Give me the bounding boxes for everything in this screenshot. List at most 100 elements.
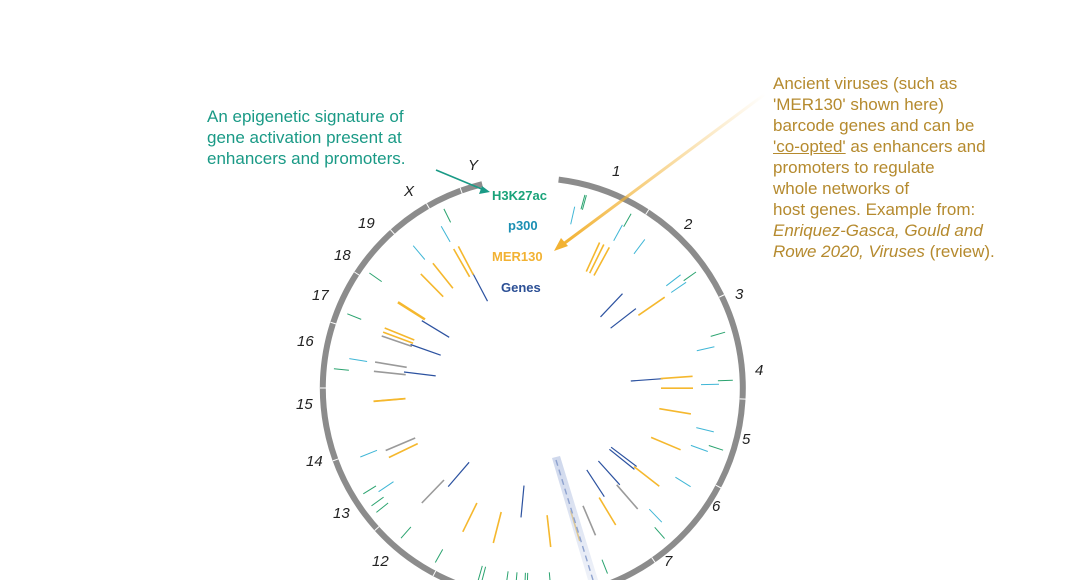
mer130-tick bbox=[373, 370, 406, 376]
chromosome-separator bbox=[330, 321, 337, 325]
chr-label-5: 5 bbox=[742, 431, 751, 448]
virus-annotation: Ancient viruses (such as 'MER130' shown … bbox=[773, 73, 1063, 262]
chromosome-ring-arc bbox=[319, 176, 746, 580]
h3k27ac-tick bbox=[477, 565, 483, 580]
chr-label-7: 7 bbox=[664, 553, 673, 570]
chr-label-4: 4 bbox=[755, 362, 763, 379]
chr-label-2: 2 bbox=[683, 216, 693, 233]
mer130-tick bbox=[633, 465, 660, 487]
epigenetic-annotation: An epigenetic signature of gene activati… bbox=[207, 106, 467, 169]
annotation-line: enhancers and promoters. bbox=[207, 149, 406, 168]
p300-tick bbox=[349, 358, 368, 362]
h3k27ac-tick bbox=[347, 313, 362, 320]
annotation-line: promoters to regulate bbox=[773, 158, 935, 177]
mer130-tick bbox=[420, 273, 444, 298]
annotation-line: gene activation present at bbox=[207, 128, 402, 147]
mer130-tick bbox=[650, 436, 681, 451]
chromosome-separator bbox=[651, 557, 656, 563]
p300-tick bbox=[412, 245, 426, 260]
track-label-h3k27ac: H3K27ac bbox=[492, 188, 547, 203]
mer130-tick bbox=[616, 484, 639, 510]
annotation-line: whole networks of bbox=[773, 179, 910, 198]
gold-arrow-head bbox=[554, 238, 568, 251]
p300-tick bbox=[633, 239, 646, 255]
chr-label-18: 18 bbox=[334, 247, 351, 264]
chr-label-3: 3 bbox=[735, 286, 744, 303]
gold-arrow-line bbox=[561, 92, 766, 247]
teal-arrow-line bbox=[435, 169, 485, 191]
citation-line: Rowe 2020, Viruses (review). bbox=[773, 241, 1063, 262]
p300-tick bbox=[440, 225, 451, 243]
mer130-tick bbox=[384, 327, 415, 341]
h3k27ac-tick bbox=[369, 272, 382, 283]
gene-tick bbox=[447, 461, 470, 487]
h3k27ac-tick bbox=[506, 571, 509, 580]
gene-tick bbox=[403, 371, 436, 377]
chr-label-14: 14 bbox=[306, 453, 323, 470]
annotation-line: 'MER130' shown here) bbox=[773, 95, 944, 114]
chromosome-separator bbox=[332, 458, 339, 462]
h3k27ac-tick bbox=[443, 208, 452, 223]
p300-tick bbox=[570, 206, 576, 225]
p300-tick bbox=[696, 427, 714, 433]
p300-tick bbox=[648, 508, 663, 523]
annotation-text: (review). bbox=[924, 242, 995, 261]
gene-tick bbox=[609, 448, 635, 470]
mer130-tick bbox=[397, 301, 426, 320]
chromosome-separator bbox=[354, 271, 360, 276]
h3k27ac-tick bbox=[683, 271, 697, 282]
highlight-band bbox=[552, 456, 598, 580]
mer130-tick bbox=[598, 497, 617, 526]
mer130-tick bbox=[374, 361, 407, 369]
annotation-text: as enhancers and bbox=[845, 137, 986, 156]
mer130-tick bbox=[373, 397, 406, 402]
gene-tick bbox=[421, 320, 450, 338]
chr-label-13: 13 bbox=[333, 505, 350, 522]
mer130-tick bbox=[385, 437, 416, 452]
mer130-tick bbox=[453, 248, 471, 278]
co-opted-link[interactable]: 'co-opted' bbox=[773, 137, 846, 156]
p300-tick bbox=[378, 481, 394, 493]
chr-label-16: 16 bbox=[297, 333, 314, 350]
mer130-tick bbox=[388, 442, 419, 459]
mer130-tick bbox=[659, 407, 692, 415]
p300-tick bbox=[696, 346, 715, 352]
chromosome-separator bbox=[459, 187, 463, 194]
mer130-tick bbox=[637, 296, 666, 316]
p300-tick bbox=[665, 274, 681, 287]
track-label-genes: Genes bbox=[501, 280, 541, 295]
h3k27ac-tick bbox=[710, 331, 726, 337]
annotation-line: An epigenetic signature of bbox=[207, 107, 404, 126]
h3k27ac-tick bbox=[601, 559, 608, 574]
gene-tick bbox=[610, 446, 637, 467]
chr-label-6: 6 bbox=[712, 498, 721, 515]
chromosome-separator bbox=[432, 570, 437, 577]
chromosome-separator bbox=[715, 484, 722, 489]
chromosome-separator bbox=[374, 526, 380, 531]
h3k27ac-tick bbox=[580, 194, 586, 210]
mer130-tick bbox=[588, 244, 605, 274]
track-labels: H3K27ac p300 MER130 Genes bbox=[492, 188, 547, 295]
mer130-tick bbox=[397, 302, 426, 321]
teal-arrow-head bbox=[479, 186, 490, 194]
gene-tick bbox=[586, 469, 605, 498]
mer130-tick bbox=[462, 502, 478, 533]
mer130-tick bbox=[585, 242, 601, 272]
gene-tick bbox=[630, 378, 663, 382]
mer130-tick bbox=[492, 511, 502, 544]
p300-tick bbox=[670, 281, 687, 293]
h3k27ac-tick bbox=[526, 572, 529, 580]
annotation-line: barcode genes and can be bbox=[773, 116, 975, 135]
track-label-mer130: MER130 bbox=[492, 249, 543, 264]
chr-label-1: 1 bbox=[612, 163, 620, 180]
p300-tick bbox=[613, 224, 623, 241]
h3k27ac-tick bbox=[581, 195, 587, 210]
h3k27ac-tick bbox=[434, 549, 444, 563]
h3k27ac-tick bbox=[548, 572, 551, 580]
gene-tick bbox=[520, 485, 525, 518]
annotation-line: Ancient viruses (such as bbox=[773, 74, 958, 93]
chromosome-separator bbox=[390, 229, 395, 235]
h3k27ac-tick bbox=[623, 213, 632, 228]
gene-tick bbox=[472, 272, 489, 302]
